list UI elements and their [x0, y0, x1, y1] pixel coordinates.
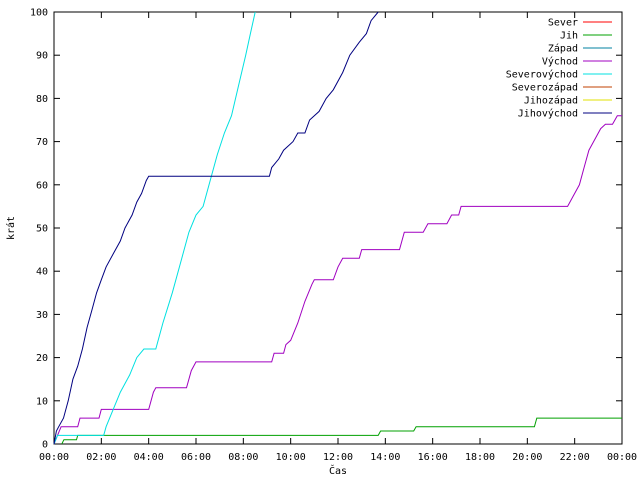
- x-tick-label: 04:00: [134, 452, 164, 463]
- legend-label: Sever: [548, 18, 578, 29]
- y-tick-label: 10: [36, 396, 48, 407]
- y-tick-label: 80: [36, 94, 48, 105]
- legend-label: Severovýchod: [506, 69, 578, 81]
- x-tick-label: 00:00: [607, 452, 637, 463]
- y-tick-label: 20: [36, 353, 48, 364]
- series-line-4: [53, 115, 622, 445]
- x-tick-label: 12:00: [323, 452, 353, 463]
- y-tick-label: 40: [36, 267, 48, 278]
- x-tick-label: 14:00: [370, 452, 400, 463]
- x-tick-label: 02:00: [86, 452, 116, 463]
- x-tick-label: 20:00: [512, 452, 542, 463]
- series-line-5: [53, 11, 256, 445]
- legend-label: Severozápad: [512, 82, 578, 94]
- x-tick-label: 00:00: [39, 452, 69, 463]
- y-tick-label: 60: [36, 180, 48, 191]
- y-axis-label: krát: [5, 216, 17, 240]
- y-tick-label: 0: [42, 440, 48, 451]
- y-tick-label: 50: [36, 224, 48, 235]
- x-tick-label: 06:00: [181, 452, 211, 463]
- x-axis-label: Čas: [329, 464, 347, 477]
- series-line-8: [53, 11, 379, 445]
- legend-label: Jihozápad: [524, 95, 578, 107]
- series-line-2: [61, 417, 622, 445]
- x-tick-label: 08:00: [228, 452, 258, 463]
- legend-label: Jihovýchod: [518, 108, 578, 120]
- series-layer: [53, 11, 622, 445]
- x-tick-label: 10:00: [276, 452, 306, 463]
- x-tick-label: 22:00: [560, 452, 590, 463]
- axis-ticks: 0 10 20 30 40 50 60 70 80 90 100 00:00 02:00 04:00 06:…: [30, 8, 637, 464]
- y-tick-label: 100: [30, 8, 48, 19]
- legend-label: Východ: [542, 56, 578, 68]
- y-tick-label: 90: [36, 51, 48, 62]
- x-tick-label: 16:00: [418, 452, 448, 463]
- legend: Sever JihZápadVýchodSeverovýchodSeverozáp…: [506, 18, 612, 120]
- x-tick-label: 18:00: [465, 452, 495, 463]
- y-tick-label: 30: [36, 310, 48, 321]
- legend-label: Západ: [548, 43, 578, 55]
- legend-label: Jih: [560, 31, 578, 42]
- y-tick-label: 70: [36, 137, 48, 148]
